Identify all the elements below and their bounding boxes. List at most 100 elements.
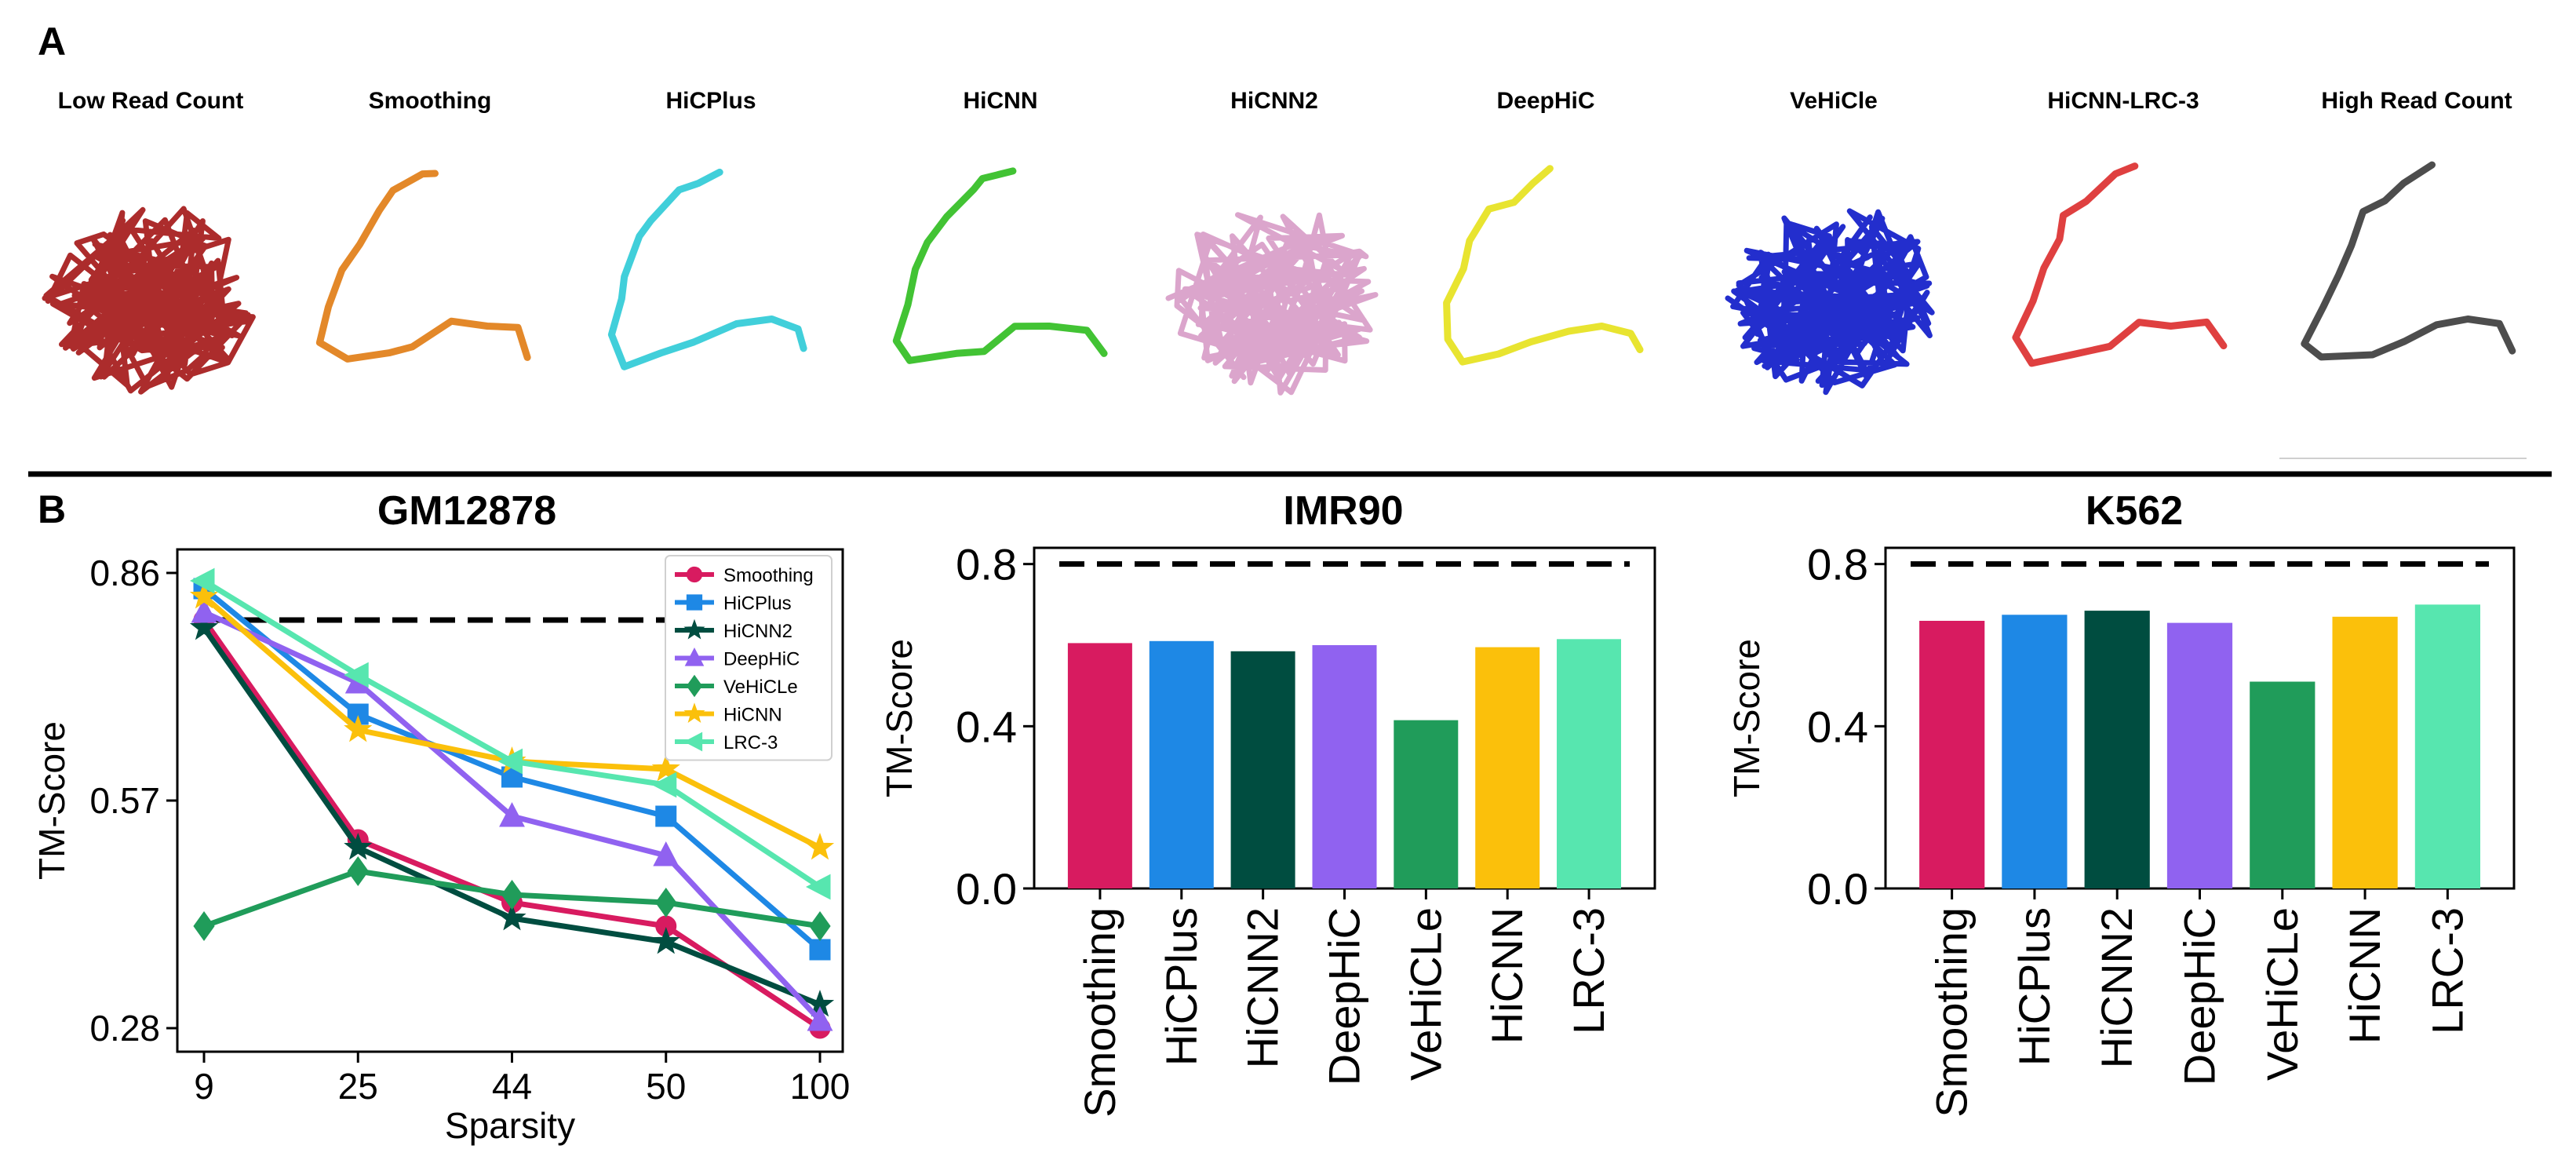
y-axis-label: TM-Score bbox=[31, 721, 72, 880]
structure-5: HiCNN2 bbox=[1165, 88, 1379, 396]
data-point bbox=[686, 566, 703, 583]
data-point bbox=[344, 662, 369, 688]
x-tick-label: HiCPlus bbox=[1157, 907, 1206, 1066]
x-tick-label: HiCNN2 bbox=[1238, 907, 1288, 1068]
y-tick-label: 0.8 bbox=[1807, 540, 1868, 589]
structure-trace bbox=[1443, 165, 1644, 366]
bar-chart-imr90: IMR90 TM-Score Smoothing HiCPlus HiCNN2 Dee… bbox=[879, 488, 1656, 1118]
data-point bbox=[683, 702, 705, 724]
structure-8: HiCNN-LRC-3 bbox=[2012, 88, 2228, 367]
structure-trace bbox=[1165, 212, 1379, 396]
data-point bbox=[651, 927, 680, 954]
y-tick-label: 0.8 bbox=[956, 540, 1017, 589]
structure-trace bbox=[1725, 208, 1935, 396]
chart-title: GM12878 bbox=[377, 488, 556, 534]
y-tick-label: 0.4 bbox=[956, 702, 1017, 751]
data-point bbox=[686, 674, 703, 698]
x-axis-label: Sparsity bbox=[445, 1105, 575, 1146]
data-point bbox=[809, 939, 831, 961]
data-point bbox=[655, 887, 677, 918]
data-point bbox=[651, 754, 680, 782]
bar-lrc-3 bbox=[1557, 639, 1621, 889]
legend-entry: HiCNN bbox=[675, 702, 782, 726]
bar-hicnn bbox=[1475, 647, 1540, 888]
structure-trace bbox=[607, 168, 807, 370]
structure-trace bbox=[42, 206, 256, 395]
x-tick-label: 50 bbox=[646, 1066, 686, 1107]
panel-label-b: B bbox=[38, 487, 66, 531]
x-tick-label: 25 bbox=[338, 1066, 378, 1107]
structure-row: Low Read Count Smoothing HiCPlus HiCNN HiCNN… bbox=[42, 88, 2516, 396]
bar-hicplus bbox=[1149, 640, 1214, 888]
data-point bbox=[499, 802, 525, 827]
structure-label: High Read Count bbox=[2321, 88, 2512, 114]
x-tick-label: VeHiCLe bbox=[2257, 907, 2307, 1081]
structure-1: Low Read Count bbox=[42, 88, 256, 395]
data-point bbox=[809, 910, 831, 942]
x-tick-label: LRC-3 bbox=[1564, 907, 1613, 1034]
x-tick-label: Smoothing bbox=[1927, 907, 1977, 1118]
data-point bbox=[344, 833, 373, 860]
data-point bbox=[683, 731, 703, 752]
bar-deephic bbox=[2166, 622, 2233, 888]
panel-label-a: A bbox=[38, 20, 66, 64]
data-point bbox=[344, 715, 373, 742]
legend-label: VeHiCLe bbox=[723, 677, 798, 698]
data-point bbox=[805, 833, 835, 860]
structure-7: VeHiCle bbox=[1725, 88, 1935, 396]
structure-trace bbox=[315, 170, 531, 363]
bar-hicnn bbox=[2332, 616, 2398, 888]
legend-label: LRC-3 bbox=[723, 732, 778, 753]
chart-title: IMR90 bbox=[1283, 488, 1403, 534]
structure-4: HiCNN bbox=[892, 88, 1108, 364]
data-point bbox=[806, 874, 831, 900]
structure-label: HiCNN bbox=[964, 88, 1038, 114]
bar-vehicle bbox=[1394, 720, 1459, 888]
data-point bbox=[191, 598, 217, 623]
x-tick-label: VeHiCLe bbox=[1401, 907, 1450, 1081]
x-tick-label: Smoothing bbox=[1075, 907, 1124, 1118]
data-point bbox=[193, 910, 215, 942]
data-point bbox=[684, 648, 705, 666]
y-tick-label: 0.86 bbox=[89, 553, 160, 593]
data-point bbox=[655, 805, 677, 827]
data-point bbox=[189, 613, 219, 640]
structure-2: Smoothing bbox=[315, 88, 531, 363]
data-point bbox=[653, 841, 680, 866]
data-point bbox=[686, 594, 703, 611]
data-point bbox=[683, 618, 705, 640]
series-lrc-3 bbox=[190, 567, 831, 900]
y-axis-label: TM-Score bbox=[879, 639, 920, 797]
legend-entry: HiCNN2 bbox=[675, 618, 792, 642]
structure-label: VeHiCle bbox=[1790, 88, 1878, 114]
y-tick-label: 0.57 bbox=[89, 780, 160, 821]
structure-label: HiCNN-LRC-3 bbox=[2047, 88, 2199, 114]
x-tick-label: LRC-3 bbox=[2422, 907, 2472, 1034]
legend-entry: HiCPlus bbox=[675, 593, 792, 615]
x-tick-label: HiCPlus bbox=[2009, 907, 2059, 1066]
structure-3: HiCPlus bbox=[607, 88, 807, 370]
legend-label: Smoothing bbox=[723, 565, 814, 586]
data-point bbox=[807, 1006, 833, 1031]
bar-vehicle bbox=[2250, 681, 2315, 888]
legend-entry: DeepHiC bbox=[675, 648, 800, 670]
bar-lrc-3 bbox=[2414, 604, 2480, 888]
y-tick-label: 0.0 bbox=[956, 864, 1017, 914]
x-tick-label: 100 bbox=[790, 1066, 851, 1107]
structure-label: Low Read Count bbox=[58, 88, 244, 114]
y-tick-label: 0.28 bbox=[89, 1008, 160, 1049]
data-point bbox=[347, 855, 369, 887]
x-tick-label: DeepHiC bbox=[2175, 907, 2224, 1085]
legend-label: HiCNN2 bbox=[723, 621, 792, 642]
x-tick-label: 9 bbox=[194, 1066, 214, 1107]
y-tick-label: 0.4 bbox=[1807, 702, 1868, 751]
structure-6: DeepHiC bbox=[1443, 88, 1644, 366]
structure-trace bbox=[892, 167, 1108, 364]
series-hicnn2 bbox=[189, 613, 835, 1017]
data-point bbox=[497, 903, 526, 931]
series-vehicle bbox=[193, 855, 831, 942]
legend-label: HiCNN bbox=[723, 705, 782, 726]
bar-chart-k562: K562 TM-Score Smoothing HiCPlus HiCNN2 Deep… bbox=[1726, 488, 2516, 1118]
structure-9: High Read Count bbox=[2301, 88, 2516, 361]
